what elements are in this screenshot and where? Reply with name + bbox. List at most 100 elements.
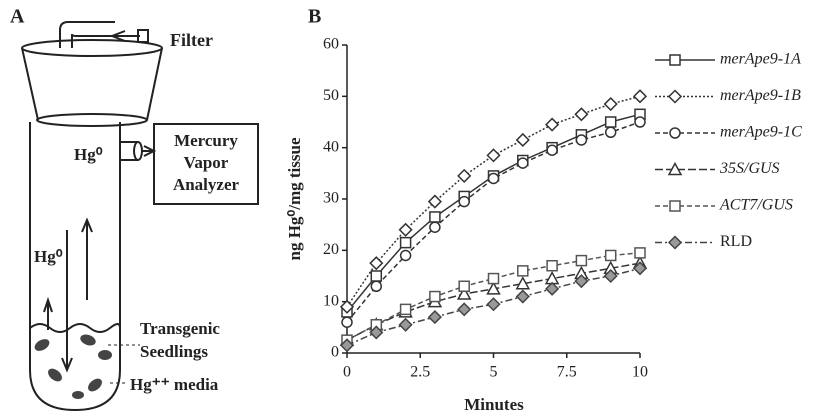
marker: [341, 316, 353, 328]
y-tick-label: 60: [323, 36, 339, 53]
marker: [604, 126, 617, 139]
marker: [486, 148, 501, 163]
y-tick-label: 20: [323, 241, 339, 258]
series: [341, 116, 646, 328]
flow-arrow: [81, 217, 93, 300]
marker: [546, 259, 558, 272]
apparatus-diagram: A Filter Mercury Vapor Analyzer Hg⁰ Hg⁰: [10, 6, 259, 412]
y-axis-label: ng Hg⁰/mg tissue: [285, 137, 304, 260]
marker: [515, 276, 531, 290]
x-tick-label: 10: [632, 364, 648, 381]
series-line: [346, 252, 641, 341]
legend-entry: ACT7/GUS: [655, 197, 793, 214]
marker: [399, 249, 412, 262]
marker: [546, 144, 558, 156]
marker: [370, 280, 383, 293]
marker: [604, 116, 617, 128]
marker: [574, 107, 589, 122]
marker: [398, 317, 413, 332]
marker: [458, 280, 470, 293]
cup-bottom: [36, 113, 148, 127]
seedlings: [34, 334, 112, 399]
marker: [429, 221, 441, 233]
marker: [398, 222, 413, 237]
marker: [515, 289, 530, 304]
cup-top: [21, 39, 163, 57]
gas-label: Hg⁰: [34, 247, 63, 266]
marker: [457, 302, 472, 317]
x-tick-label: 7.5: [557, 364, 577, 381]
series: [339, 261, 648, 353]
marker: [632, 261, 648, 276]
side-port-end: [133, 141, 143, 161]
marker: [603, 268, 618, 284]
panel-label: B: [308, 6, 321, 28]
y-tick-label: 0: [331, 344, 339, 361]
marker: [427, 310, 442, 325]
leader-line: [108, 344, 140, 384]
marker: [669, 54, 681, 66]
marker: [339, 338, 355, 353]
marker: [667, 161, 683, 176]
series: [341, 247, 646, 346]
side-port: [120, 141, 138, 161]
y-tick-label: 10: [323, 292, 339, 309]
marker: [517, 157, 529, 169]
y-tick-label: 40: [323, 138, 339, 155]
marker: [429, 290, 441, 303]
gas-label: Hg⁰: [74, 145, 103, 164]
analyzer-arrow: [142, 145, 157, 157]
marker: [575, 254, 588, 267]
flow-arrow: [61, 230, 73, 373]
legend-label: 35S/GUS: [719, 160, 780, 177]
series: [339, 89, 648, 314]
legend-label: merApe9-1B: [720, 87, 801, 104]
analyzer-box: [153, 123, 259, 205]
marker: [632, 89, 648, 104]
cup-side: [21, 47, 163, 121]
x-tick-label: 5: [490, 364, 498, 381]
marker: [574, 274, 589, 289]
marker: [545, 281, 560, 296]
marker: [486, 297, 501, 312]
legend-entry: merApe9-1A: [655, 51, 801, 68]
legend-entry: RLD: [655, 233, 752, 250]
marker: [369, 325, 384, 340]
marker: [369, 256, 384, 271]
legend-entry: 35S/GUS: [655, 160, 780, 177]
tube: [29, 122, 121, 412]
marker: [457, 168, 472, 183]
x-tick-label: 0: [343, 364, 351, 381]
marker: [603, 96, 618, 112]
x-axis-label: Minutes: [464, 395, 524, 414]
outlet-pipe: [59, 21, 115, 48]
media-surface: [29, 323, 121, 333]
analyzer-label: Vapor: [184, 153, 229, 172]
marker: [667, 235, 683, 250]
marker: [669, 127, 681, 139]
marker: [458, 195, 470, 208]
y-tick-label: 50: [323, 87, 339, 104]
marker: [515, 132, 530, 148]
flow-arrow: [43, 296, 53, 330]
legend-label: RLD: [720, 233, 752, 250]
seedlings-label: Seedlings: [140, 342, 208, 361]
marker: [517, 265, 529, 277]
marker: [427, 194, 442, 209]
legend-entry: merApe9-1B: [655, 87, 801, 104]
marker: [667, 89, 683, 104]
marker: [486, 281, 501, 295]
analyzer-label: Analyzer: [173, 175, 240, 194]
marker: [634, 247, 646, 259]
marker: [634, 116, 646, 128]
legend-label: ACT7/GUS: [719, 197, 793, 214]
marker: [399, 236, 412, 249]
marker: [575, 134, 588, 146]
marker: [429, 211, 441, 223]
marker: [370, 270, 383, 282]
analyzer-label: Mercury: [174, 131, 238, 150]
filter-label: Filter: [170, 30, 213, 50]
y-tick-label: 30: [323, 190, 339, 207]
legend-label: merApe9-1C: [720, 124, 802, 141]
